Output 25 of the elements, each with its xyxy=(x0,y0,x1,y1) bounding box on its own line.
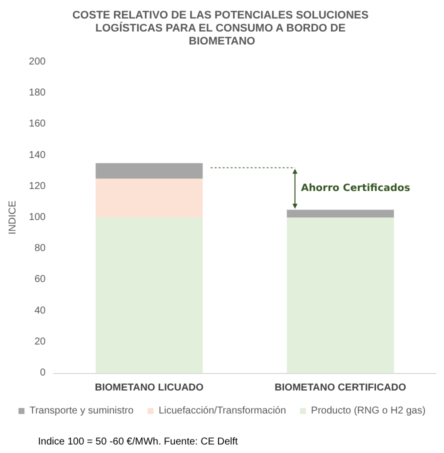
ref-line-label: Ahorro Certificados xyxy=(300,182,410,194)
y-tick-label: 140 xyxy=(28,150,46,161)
legend-label: Transporte y suministro xyxy=(29,406,134,416)
y-tick-label: 120 xyxy=(28,180,46,192)
chart-title: COSTE RELATIVO DE LAS POTENCIALES SOLUCIONES LOGÍSTICAS PARA EL CONSUMO A BORDO DE BIOMETANO xyxy=(72,10,372,48)
y-tick-label: 100 xyxy=(28,212,46,223)
y-tick-label: 180 xyxy=(28,88,46,99)
bar xyxy=(96,178,203,218)
y-tick-label: 40 xyxy=(34,305,46,316)
y-axis-title: INDICE xyxy=(8,200,18,234)
bar xyxy=(96,163,203,179)
legend-label: Producto (RNG o H2 gas) xyxy=(311,406,426,416)
x-tick-label: BIOMETANO CERTIFICADO xyxy=(274,382,406,394)
bar xyxy=(286,210,394,218)
y-tick-label: 200 xyxy=(28,56,46,68)
y-tick-label: 0 xyxy=(40,368,46,378)
y-tick-label: 20 xyxy=(34,336,46,348)
legend-label: Licuefacción/Transformación xyxy=(158,406,286,416)
bar xyxy=(96,218,203,373)
x-tick-label: BIOMETANO LICUADO xyxy=(94,382,204,394)
y-tick-label: 160 xyxy=(28,118,46,130)
bar xyxy=(286,218,394,373)
text: Indice 100 = 50 -60 €/MWh. Fuente: CE Delft xyxy=(38,436,238,448)
y-tick-label: 80 xyxy=(34,243,46,254)
y-tick-label: 60 xyxy=(34,274,46,286)
